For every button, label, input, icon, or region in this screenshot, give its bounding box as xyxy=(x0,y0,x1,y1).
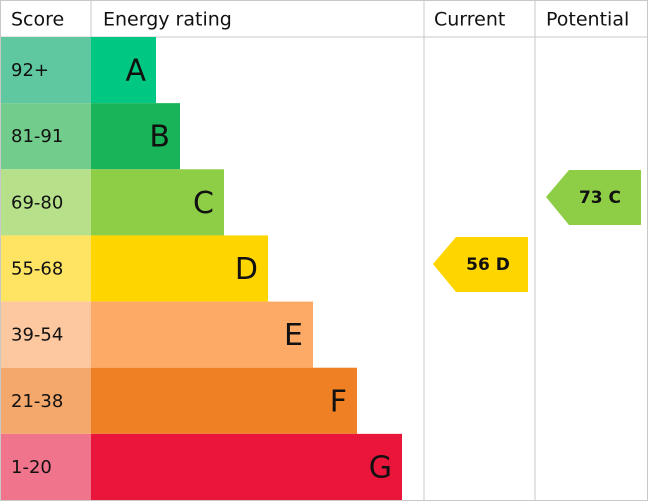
score-label: 55-68 xyxy=(11,259,63,280)
rating-bar xyxy=(91,367,357,434)
rating-bar xyxy=(91,37,156,104)
header-score: Score xyxy=(11,9,64,31)
score-cell xyxy=(1,103,91,170)
score-cell xyxy=(1,367,91,434)
score-cell xyxy=(1,169,91,236)
header-rating: Energy rating xyxy=(103,9,232,31)
score-label: 1-20 xyxy=(11,457,52,478)
score-cell xyxy=(1,301,91,368)
rating-letter: D xyxy=(235,252,258,287)
header-current: Current xyxy=(434,9,505,31)
bands: 92+ A 81-91 B 69-80 C 55-68 D 39-54 E 21-38 F 1-20 G xyxy=(1,37,402,500)
rating-bar xyxy=(91,169,224,236)
potential-label: 73 C xyxy=(579,188,621,208)
rating-letter: A xyxy=(125,54,146,89)
current-label: 56 D xyxy=(466,255,510,275)
rating-bar xyxy=(91,433,402,500)
score-cell xyxy=(1,37,91,104)
rating-letter: F xyxy=(330,384,347,419)
score-label: 69-80 xyxy=(11,192,63,213)
score-label: 92+ xyxy=(11,60,49,81)
header-potential: Potential xyxy=(546,9,629,31)
current-arrow xyxy=(433,237,528,292)
rating-letter: G xyxy=(369,450,392,485)
rating-letter: C xyxy=(193,186,214,221)
score-cell xyxy=(1,235,91,302)
score-label: 39-54 xyxy=(11,325,63,346)
score-label: 21-38 xyxy=(11,391,63,412)
rating-bar xyxy=(91,235,268,302)
score-label: 81-91 xyxy=(11,126,63,147)
rating-letter: B xyxy=(149,120,170,155)
rating-bar xyxy=(91,301,313,368)
potential-arrow xyxy=(546,170,641,225)
rating-letter: E xyxy=(284,318,303,353)
score-cell xyxy=(1,433,91,500)
rating-bar xyxy=(91,103,180,170)
